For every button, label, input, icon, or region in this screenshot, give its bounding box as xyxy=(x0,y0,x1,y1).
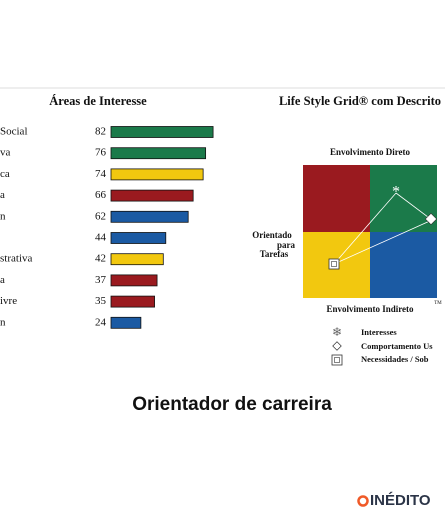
value-label: 76 xyxy=(95,147,107,159)
legend-symbol xyxy=(332,341,342,351)
page-title: Orientador de carreira xyxy=(132,394,332,415)
legend-symbol xyxy=(334,357,340,363)
marker-behavior xyxy=(424,212,438,226)
logo-mark xyxy=(357,495,369,507)
logo: INÉDITO xyxy=(370,492,431,509)
value-label: 62 xyxy=(95,210,106,222)
value-label: 35 xyxy=(95,295,107,307)
value-label: 74 xyxy=(95,168,107,180)
top-label: Envolvimento Direto xyxy=(330,147,411,157)
bar xyxy=(110,147,207,160)
connector xyxy=(333,192,433,265)
quadrant xyxy=(370,232,437,298)
trademark: TM xyxy=(434,301,442,306)
category-label: strativa xyxy=(0,253,32,265)
bar xyxy=(110,232,167,244)
legend-label: Interesses xyxy=(361,327,397,337)
bar xyxy=(110,126,214,138)
left-label: Orientado xyxy=(252,230,292,240)
quadrant xyxy=(303,165,370,232)
marker-needs xyxy=(328,258,340,270)
legend-label: Necessidades / Sob xyxy=(361,354,429,364)
category-label: ivre xyxy=(0,295,17,307)
bar xyxy=(110,253,164,266)
value-label: 82 xyxy=(95,126,106,138)
value-label: 24 xyxy=(95,316,107,328)
marker-needs-inner xyxy=(331,261,337,267)
value-label: 37 xyxy=(95,274,107,286)
left-label: para xyxy=(277,240,296,250)
left-label: Tarefas xyxy=(260,249,289,259)
legend-symbol xyxy=(331,354,343,366)
bar xyxy=(110,168,204,181)
category-label: n xyxy=(0,316,6,328)
category-label: a xyxy=(0,274,5,286)
bar xyxy=(110,274,158,287)
marker-interests: * xyxy=(392,184,400,201)
bar xyxy=(110,295,155,308)
legend-label: Comportamento Us xyxy=(361,341,433,351)
legend-symbol: ❄ xyxy=(332,325,342,339)
grid-title: Life Style Grid® com Descrito xyxy=(279,94,441,108)
value-label: 66 xyxy=(95,189,107,201)
category-label: Social xyxy=(0,126,28,138)
value-label: 44 xyxy=(95,232,107,244)
bar xyxy=(110,189,194,202)
chart-title: Áreas de Interesse xyxy=(49,94,147,108)
value-label: 42 xyxy=(95,253,106,265)
category-label: n xyxy=(0,210,6,222)
bottom-label: Envolvimento Indireto xyxy=(326,304,414,314)
category-label: ca xyxy=(0,168,10,180)
bar xyxy=(110,210,189,223)
category-label: a xyxy=(0,189,5,201)
life-style-grid: Life Style Grid® com Descrito Envolvimen… xyxy=(252,94,442,366)
category-label: va xyxy=(0,147,11,159)
bar xyxy=(110,316,142,329)
